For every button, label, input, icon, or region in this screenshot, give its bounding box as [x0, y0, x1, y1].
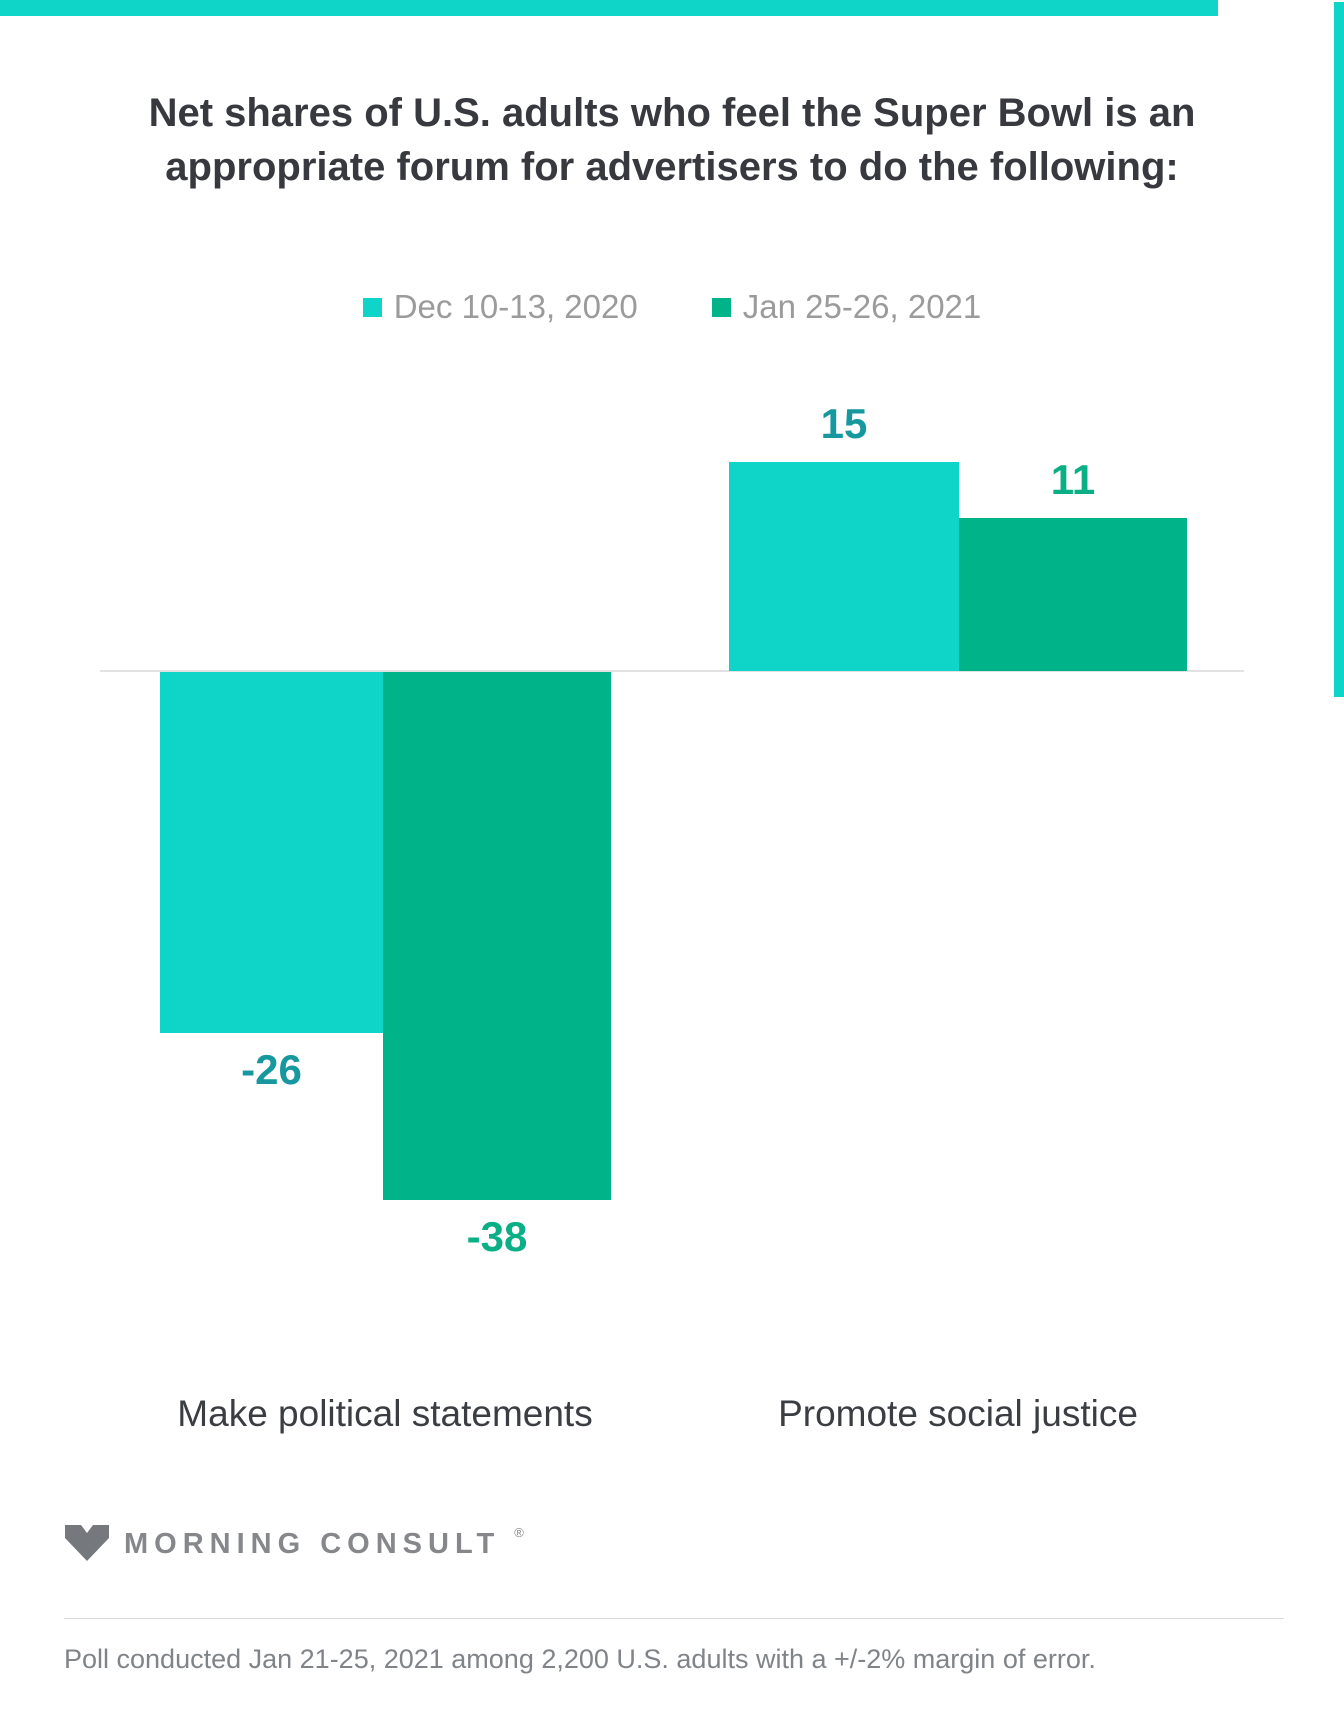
- top-accent-bar: [0, 0, 1218, 16]
- category-label-social-justice: Promote social justice: [778, 1393, 1138, 1434]
- chart-title: Net shares of U.S. adults who feel the S…: [0, 86, 1344, 194]
- legend-label-dec: Dec 10-13, 2020: [393, 288, 638, 325]
- bar-jan-political-statements: [383, 672, 611, 1200]
- legend-item-jan: Jan 25-26, 2021: [711, 288, 982, 326]
- registered-trademark-symbol: ®: [514, 1524, 524, 1540]
- footer-methodology-note: Poll conducted Jan 21-25, 2021 among 2,2…: [64, 1644, 1096, 1674]
- bar-dec-social-justice: [729, 462, 959, 671]
- morning-consult-m-icon: [65, 1525, 109, 1561]
- morning-consult-logo: MORNING CONSULT ®: [64, 1524, 524, 1564]
- footer-divider: [64, 1618, 1284, 1619]
- chart-title-line1: Net shares of U.S. adults who feel the S…: [148, 91, 1196, 135]
- logo-wordmark: MORNING CONSULT: [124, 1527, 501, 1560]
- zero-axis-line: [100, 670, 1244, 672]
- value-label-dec-social-justice: 15: [820, 400, 868, 447]
- value-label-dec-political-statements: -26: [241, 1046, 302, 1093]
- legend-item-dec: Dec 10-13, 2020: [362, 288, 638, 326]
- value-label-jan-social-justice: 11: [1050, 456, 1096, 503]
- legend: Dec 10-13, 2020 Jan 25-26, 2021: [0, 288, 1344, 326]
- category-label-political-statements: Make political statements: [177, 1393, 593, 1434]
- value-label-jan-political-statements: -38: [466, 1213, 528, 1260]
- bar-dec-political-statements: [160, 672, 383, 1033]
- bar-jan-social-justice: [959, 518, 1187, 671]
- legend-label-jan: Jan 25-26, 2021: [742, 288, 982, 325]
- legend-swatch-dec: [362, 297, 382, 317]
- legend-swatch-jan: [711, 297, 731, 317]
- chart-title-line2: appropriate forum for advertisers to do …: [165, 145, 1179, 189]
- right-accent-bar: [1334, 2, 1344, 697]
